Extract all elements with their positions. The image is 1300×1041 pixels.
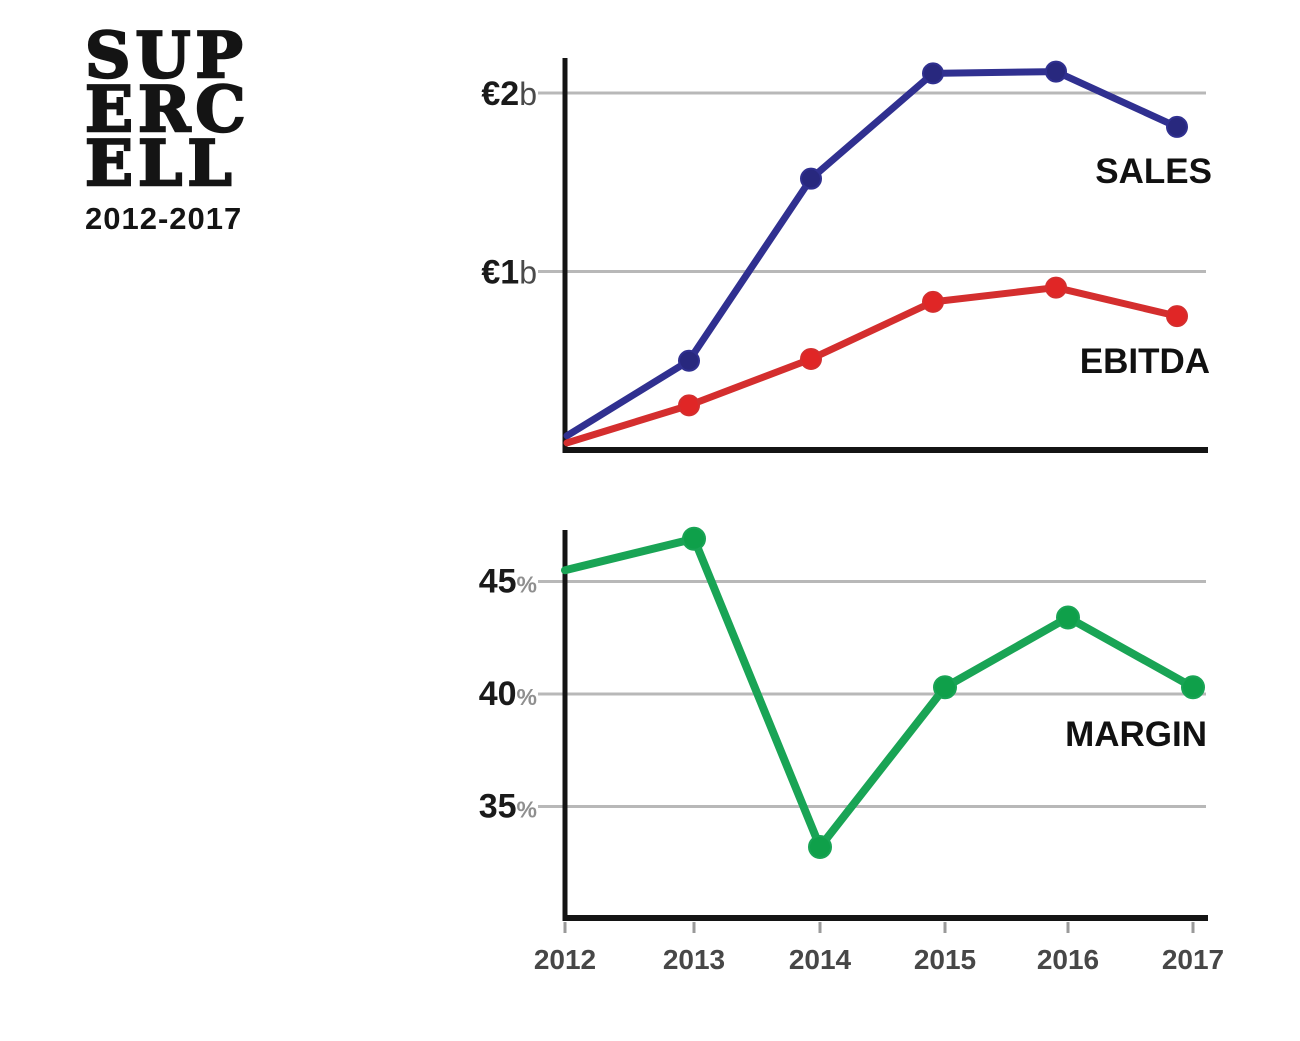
sales-ebitda-chart: €2b €1b SALES EBITDA bbox=[481, 58, 1212, 453]
sales-series-label: SALES bbox=[1095, 152, 1212, 191]
logo-line-1: SUP bbox=[84, 18, 248, 92]
ebitda-series-label: EBITDA bbox=[1080, 342, 1210, 381]
x-tick-label-2016: 2016 bbox=[1037, 944, 1099, 975]
logo-period: 2012-2017 bbox=[85, 201, 243, 236]
ebitda-line bbox=[563, 284, 1181, 447]
y-tick-label-€2b: €2b bbox=[481, 75, 537, 113]
margin-point-2017 bbox=[1181, 675, 1205, 700]
x-tick-label-2014: 2014 bbox=[789, 944, 852, 975]
y-tick-label-€1b: €1b bbox=[481, 254, 537, 292]
ebitda-point-2016 bbox=[1045, 276, 1067, 299]
logo-line-2: ERC bbox=[84, 72, 251, 146]
sales-point-2015 bbox=[922, 62, 944, 85]
margin-point-2015 bbox=[933, 675, 957, 700]
ebitda-point-2017 bbox=[1166, 305, 1188, 328]
margin-series-label: MARGIN bbox=[1065, 715, 1207, 754]
x-tick-label-2017: 2017 bbox=[1162, 944, 1224, 975]
ebitda-point-2014 bbox=[800, 347, 822, 370]
margin-chart: 45% 40% 35% MARGIN 2012 2013 2014 2015 2016 2017 bbox=[479, 526, 1224, 975]
sales-point-2013 bbox=[678, 349, 700, 372]
margin-line bbox=[561, 534, 1197, 851]
y-tick-label-35%: 35% bbox=[479, 788, 537, 826]
sales-point-2017 bbox=[1166, 115, 1188, 138]
x-tick-label-2015: 2015 bbox=[914, 944, 976, 975]
margin-point-2014 bbox=[808, 835, 832, 859]
sales-point-2016 bbox=[1045, 60, 1067, 83]
supercell-logo: SUP ERC ELL 2012-2017 bbox=[84, 18, 251, 237]
x-tick-label-2012: 2012 bbox=[534, 944, 596, 975]
sales-line bbox=[563, 68, 1181, 440]
margin-point-2016 bbox=[1056, 605, 1080, 630]
ebitda-point-2015 bbox=[922, 290, 944, 313]
y-tick-label-45%: 45% bbox=[479, 563, 537, 601]
y-tick-label-40%: 40% bbox=[479, 675, 537, 713]
ebitda-point-2013 bbox=[678, 394, 700, 417]
margin-point-2013 bbox=[682, 526, 706, 551]
sales-point-2014 bbox=[800, 167, 822, 190]
logo-line-3: ELL bbox=[84, 126, 237, 200]
x-tick-label-2013: 2013 bbox=[663, 944, 725, 975]
